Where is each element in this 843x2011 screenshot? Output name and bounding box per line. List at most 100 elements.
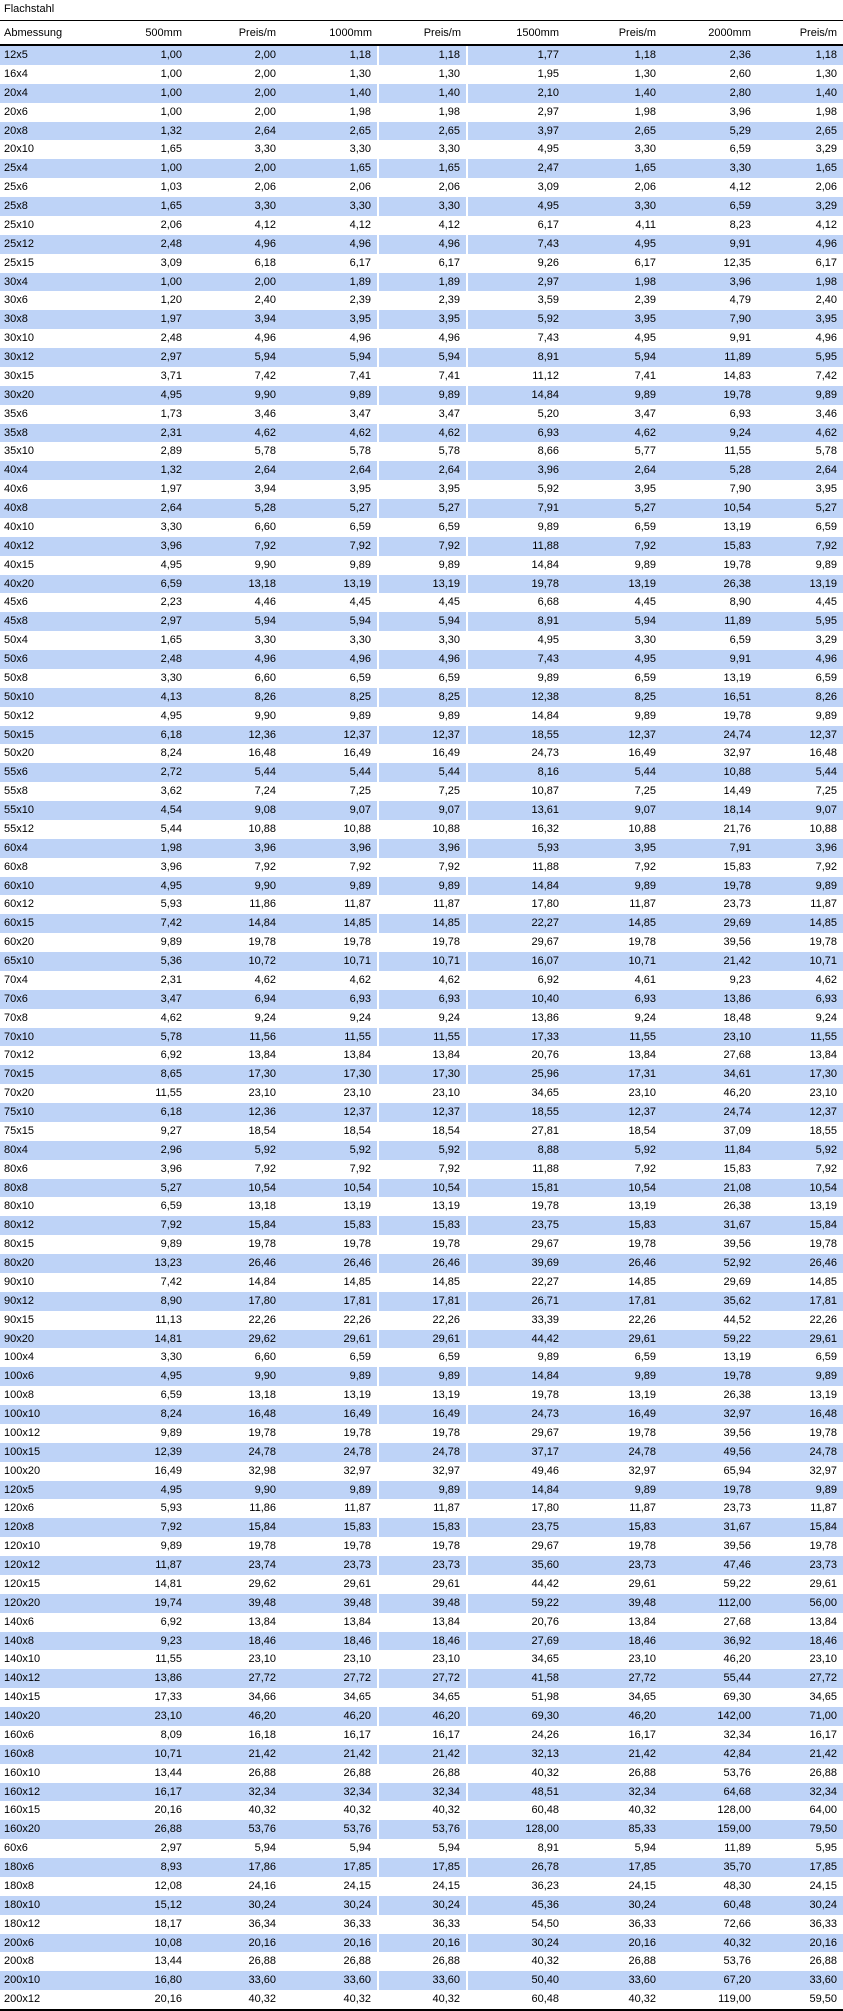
price-cell: 24,78 [188,1442,282,1462]
price-cell: 16,49 [343,747,371,760]
table-row: 100x12 9,89 19,78 19,78 19,78 29,67 19,78 39,56… [0,1423,843,1443]
price-cell: 9,90 [188,385,282,405]
price-cell: 10,54 [565,1178,662,1198]
table-row: 55x8 3,62 7,24 7,25 7,25 10,87 7,25 14,49 7,25 [0,782,843,801]
price-cell: 33,39 [466,1310,565,1330]
price-cell: 12,38 [466,687,565,707]
table-row: 60x4 1,98 3,96 3,96 3,96 5,93 3,95 7,91 3,96 [0,838,843,858]
price-cell: 3,96 [729,105,751,118]
price-cell: 2,06 [160,218,182,231]
price-cell: 7,25 [349,785,371,798]
price-cell: 9,08 [188,801,282,820]
price-cell: 8,25 [377,687,467,707]
price-cell: 8,26 [757,687,843,707]
price-cell: 1,97 [160,483,182,496]
price-cell: 27,68 [723,1049,751,1062]
price-cell: 9,89 [282,1480,378,1500]
price-cell: 33,60 [757,1971,843,1991]
price-cell: 6,60 [254,1351,276,1364]
price-cell: 18,46 [377,1631,467,1651]
table-row: 12x5 1,00 2,00 1,18 1,18 1,77 1,18 2,36 1,18 [0,45,843,65]
price-cell: 10,71 [565,952,662,971]
dimension-cell: 20x4 [0,83,97,103]
price-cell: 26,46 [282,1254,378,1273]
price-cell: 5,93 [466,838,565,858]
table-row: 80x20 13,23 26,46 26,46 26,46 39,69 26,46 52,92… [0,1254,843,1273]
price-cell: 13,19 [757,574,843,594]
price-cell: 10,54 [662,499,757,518]
price-cell: 4,96 [757,650,843,669]
price-cell: 2,06 [377,178,467,197]
price-cell: 4,54 [97,801,188,820]
price-cell: 14,84 [248,1275,276,1288]
price-cell: 5,94 [282,348,378,367]
price-cell: 60,48 [466,1801,565,1821]
dimension-cell: 120x15 [4,1577,41,1590]
table-row: 50x15 6,18 12,36 12,37 12,37 18,55 12,37 24,74 1… [0,725,843,745]
price-cell: 6,60 [254,520,276,533]
price-cell: 6,93 [565,989,662,1009]
price-cell: 19,78 [343,936,371,949]
dimension-cell: 120x6 [4,1502,34,1515]
price-cell: 14,84 [466,706,565,726]
table-row: 25x4 1,00 2,00 1,65 1,65 2,47 1,65 3,30 1,65 [0,159,843,179]
price-cell: 3,30 [377,140,467,160]
price-cell: 17,30 [188,1065,282,1085]
price-cell: 6,59 [349,520,371,533]
price-cell: 29,67 [466,1423,565,1443]
price-cell: 4,62 [377,970,467,990]
table-row: 60x6 2,97 5,94 5,94 5,94 8,91 5,94 11,89 5,95 [0,1839,843,1858]
price-cell: 12,36 [188,1103,282,1122]
dimension-cell: 90x15 [4,1313,34,1326]
price-cell: 18,46 [282,1631,378,1651]
column-header: Preis/m [378,20,467,46]
price-cell: 2,65 [282,121,378,141]
price-cell: 23,10 [628,1087,656,1100]
price-cell: 30,24 [282,1895,378,1915]
price-cell: 3,30 [349,143,371,156]
dimension-cell: 80x4 [0,1140,97,1160]
price-cell: 30,24 [188,1895,282,1915]
price-cell: 22,27 [466,1272,565,1292]
price-cell: 4,96 [757,234,843,254]
price-cell: 14,84 [466,1480,565,1500]
price-cell: 59,22 [466,1593,565,1613]
table-row: 25x6 1,03 2,06 2,06 2,06 3,09 2,06 4,12 2,06 [0,178,843,197]
price-cell: 10,54 [757,1178,843,1198]
price-cell: 3,96 [188,838,282,858]
price-cell: 8,91 [466,348,565,367]
dimension-cell: 25x15 [4,256,34,269]
price-cell: 9,89 [565,876,662,896]
dimension-cell: 65x10 [0,952,97,971]
table-row: 40x20 6,59 13,18 13,19 13,19 19,78 13,19 26,38 1… [0,574,843,594]
price-cell: 9,89 [282,385,378,405]
table-body: 12x5 1,00 2,00 1,18 1,18 1,77 1,18 2,36 1,18 16x4… [0,45,843,2009]
price-cell: 21,08 [662,1178,757,1198]
price-cell: 2,00 [254,105,276,118]
price-cell: 23,73 [565,1556,662,1575]
price-cell: 14,84 [466,385,565,405]
price-cell: 26,46 [565,1254,662,1273]
price-cell: 17,30 [282,1065,378,1085]
dimension-cell: 120x8 [0,1518,97,1538]
price-cell: 11,55 [155,1087,182,1100]
price-cell: 5,27 [97,1178,188,1198]
price-cell: 1,65 [97,197,188,216]
dimension-cell: 160x20 [0,1820,97,1840]
price-cell: 53,76 [723,1955,751,1968]
dimension-cell: 25x8 [0,197,97,216]
price-cell: 1,00 [97,45,188,65]
price-cell: 5,20 [466,404,565,424]
price-cell: 33,60 [377,1971,467,1991]
price-cell: 4,12 [349,218,371,231]
price-cell: 8,91 [466,612,565,632]
price-cell: 23,75 [466,1216,565,1236]
price-cell: 3,97 [466,121,565,141]
price-cell: 5,94 [565,612,662,632]
price-cell: 8,16 [466,763,565,783]
price-cell: 15,83 [377,1518,467,1538]
price-cell: 4,62 [757,423,843,443]
price-cell: 5,94 [349,1842,371,1855]
price-cell: 7,92 [377,1159,467,1179]
dimension-cell: 50x6 [0,650,97,669]
